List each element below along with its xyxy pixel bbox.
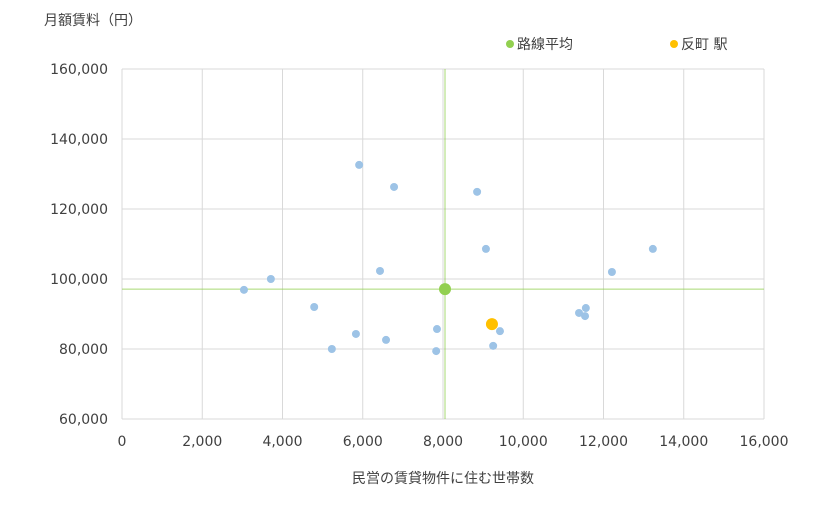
legend-marker <box>670 40 678 48</box>
data-point <box>355 160 364 169</box>
data-point <box>581 312 590 321</box>
legend-marker <box>506 40 514 48</box>
x-tick-label: 10,000 <box>499 434 548 450</box>
y-tick-label: 140,000 <box>50 132 108 148</box>
legend-label: 路線平均 <box>517 37 573 53</box>
data-point <box>489 341 498 350</box>
data-point <box>495 327 504 336</box>
data-point <box>575 308 584 317</box>
x-tick-label: 0 <box>118 434 127 450</box>
x-tick-label: 4,000 <box>262 434 302 450</box>
data-point <box>390 182 399 191</box>
data-point <box>432 347 441 356</box>
y-tick-label: 120,000 <box>50 202 108 218</box>
data-point <box>376 266 385 275</box>
legend-item-station: 反町 駅 <box>670 34 727 54</box>
y-tick-label: 100,000 <box>50 272 108 288</box>
data-point <box>473 187 482 196</box>
data-point <box>351 329 360 338</box>
x-tick-label: 12,000 <box>579 434 628 450</box>
data-point <box>310 303 319 311</box>
data-point <box>327 345 336 353</box>
x-tick-label: 2,000 <box>182 434 222 450</box>
data-point <box>648 244 657 253</box>
y-tick-label: 80,000 <box>59 342 108 358</box>
data-point <box>607 268 616 276</box>
station-point <box>485 318 498 331</box>
x-tick-label: 6,000 <box>343 434 383 450</box>
legend-label: 反町 駅 <box>681 37 728 53</box>
data-point <box>382 335 391 344</box>
route-average-point <box>439 283 452 296</box>
x-tick-label: 16,000 <box>740 434 789 450</box>
y-tick-label: 60,000 <box>59 412 108 428</box>
x-axis-label: 民営の賃貸物件に住む世帯数 <box>352 471 534 487</box>
data-point <box>266 275 275 283</box>
data-point <box>581 304 590 313</box>
data-point <box>239 285 248 294</box>
x-tick-label: 14,000 <box>659 434 708 450</box>
y-axis-label: 月額賃料（円） <box>44 13 142 29</box>
data-point <box>432 325 441 334</box>
x-tick-label: 8,000 <box>423 434 463 450</box>
legend-item-route-average: 路線平均 <box>506 34 573 54</box>
data-point <box>481 244 490 253</box>
y-tick-label: 160,000 <box>50 62 108 78</box>
